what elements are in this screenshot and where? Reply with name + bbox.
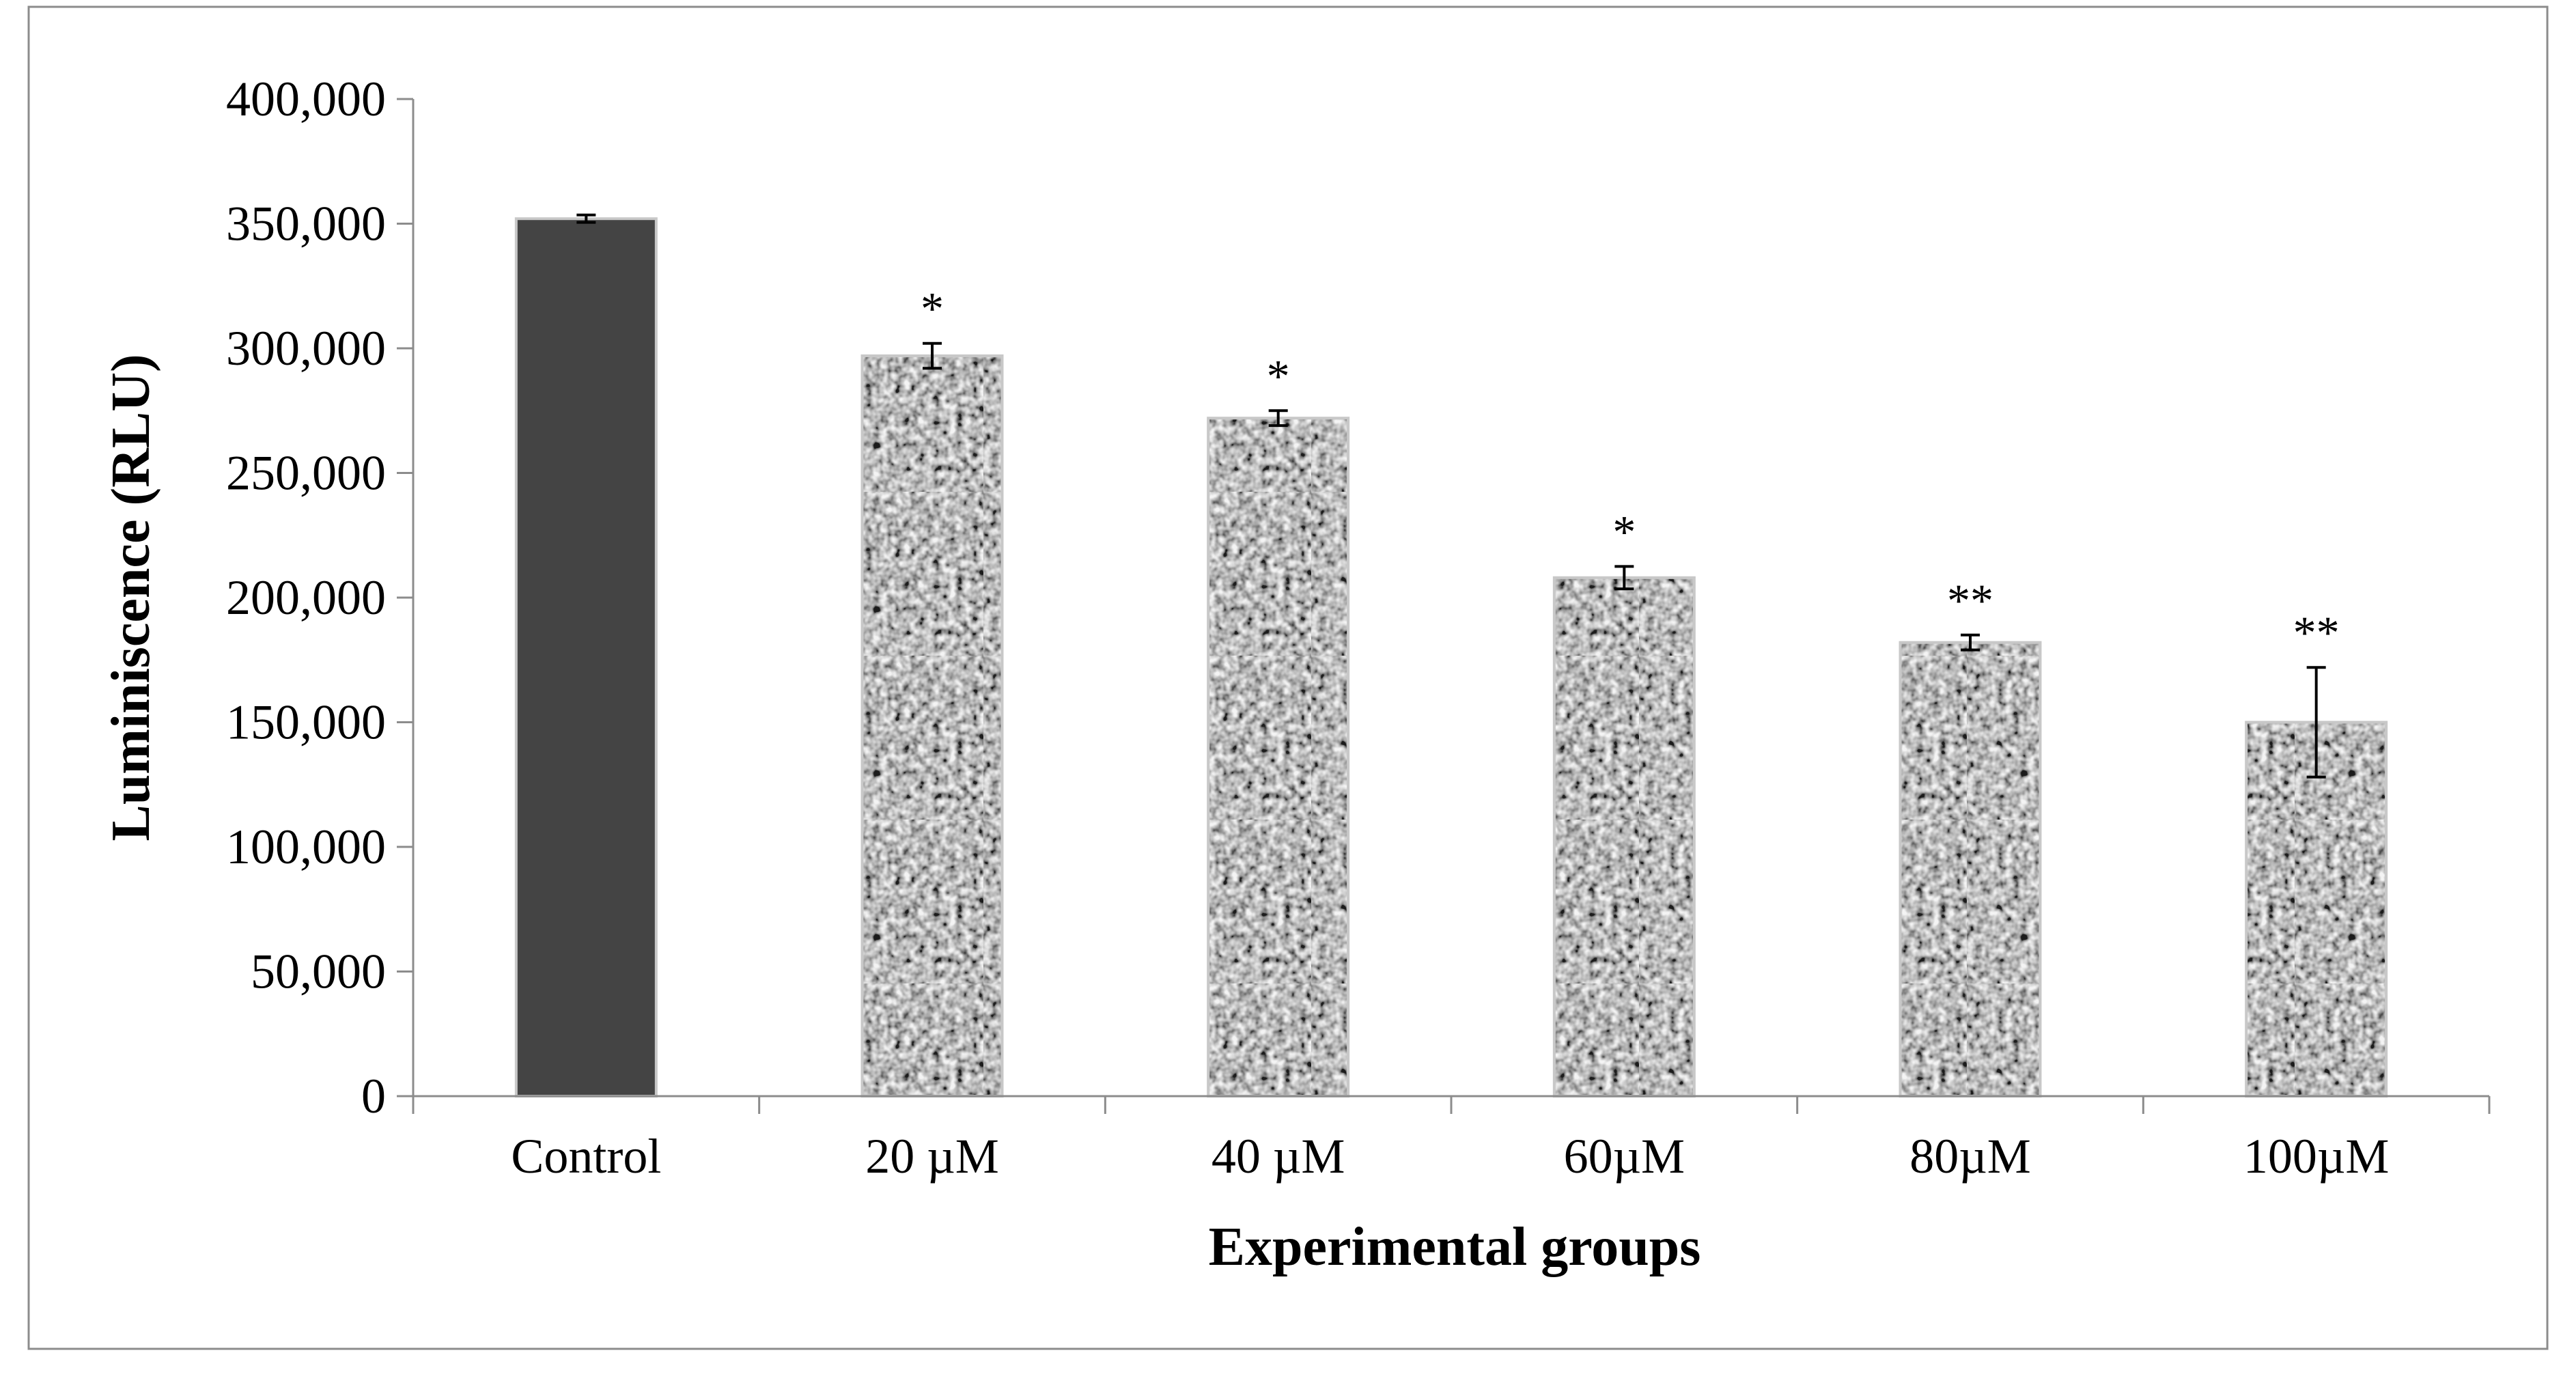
- x-tick-label: 40 µM: [1212, 1129, 1345, 1184]
- significance-label: *: [1267, 350, 1290, 402]
- significance-label: **: [2293, 606, 2340, 658]
- y-tick-label: 0: [361, 1069, 386, 1123]
- x-tick-label: 60µM: [1564, 1129, 1685, 1184]
- bar: [860, 354, 1004, 1098]
- y-axis-title: Luminiscence (RLU): [101, 354, 161, 841]
- x-tick-label: 20 µM: [865, 1129, 999, 1184]
- y-tick-label: 150,000: [226, 695, 386, 750]
- y-tick-label: 400,000: [226, 72, 386, 126]
- y-tick-label: 100,000: [226, 820, 386, 874]
- x-tick-label: 100µM: [2243, 1129, 2390, 1184]
- bar: [514, 217, 658, 1098]
- bar: [1207, 417, 1350, 1098]
- x-tick-label: Control: [511, 1129, 661, 1184]
- y-tick-label: 250,000: [226, 446, 386, 501]
- significance-label: *: [1612, 505, 1636, 557]
- y-tick-label: 200,000: [226, 570, 386, 625]
- y-tick-label: 300,000: [226, 321, 386, 376]
- bar: [1899, 641, 2042, 1098]
- y-tick-label: 350,000: [226, 197, 386, 251]
- significance-label: *: [921, 283, 944, 335]
- significance-label: **: [1947, 574, 1993, 626]
- y-tick-label: 50,000: [251, 945, 386, 999]
- bar: [1552, 576, 1696, 1098]
- plot-area: 0 50,000 100,000 150,000 200,000 250,000 300,0…: [226, 72, 2491, 1184]
- x-axis-title: Experimental groups: [1209, 1217, 1701, 1277]
- x-tick-label: 80µM: [1909, 1129, 2031, 1184]
